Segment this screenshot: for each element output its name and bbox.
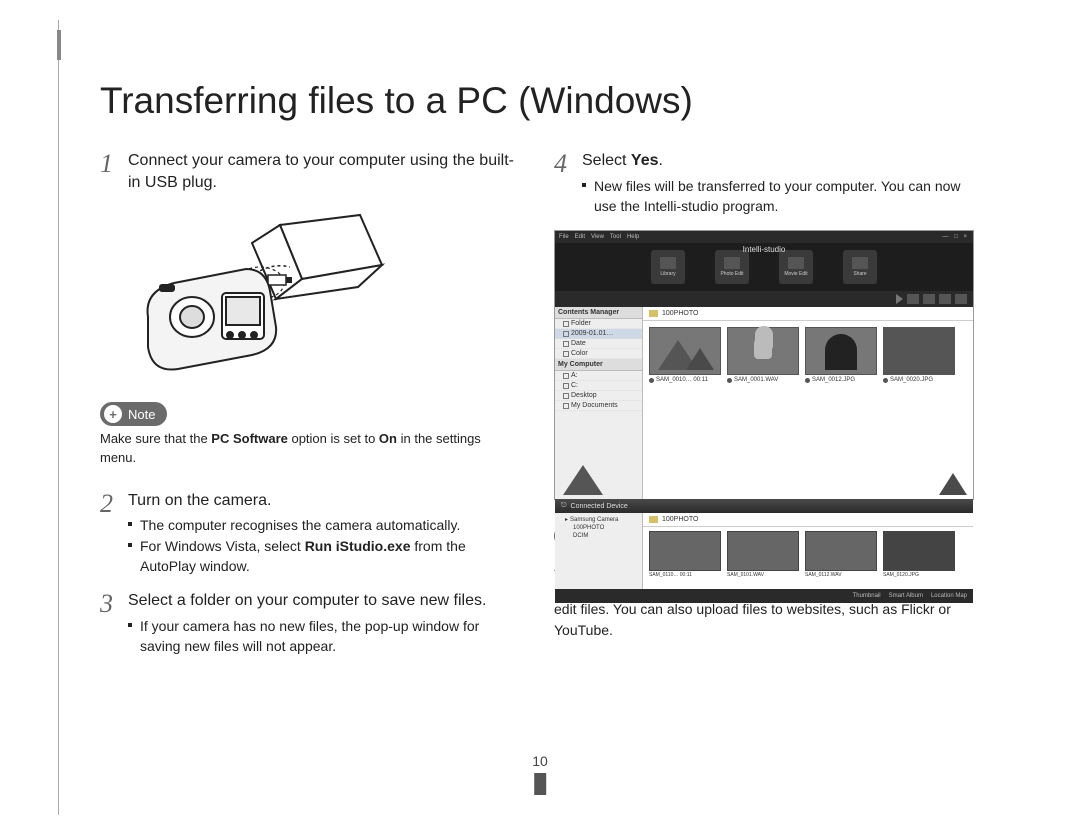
app-title: Intelli-studio — [743, 245, 786, 254]
step-bullet: If your camera has no new files, the pop… — [128, 616, 520, 657]
page-number: 10 — [532, 753, 548, 795]
step-number: 2 — [100, 490, 128, 576]
t: Make sure that the — [100, 431, 211, 446]
thumbnail[interactable]: SAM_0101.WAV — [727, 531, 799, 585]
plus-icon: + — [104, 405, 122, 423]
sidebar-item[interactable]: 2009-01.01… — [555, 329, 642, 339]
t: 100PHOTO — [662, 516, 698, 523]
mode-button[interactable]: Movie Edit — [779, 250, 813, 284]
sidebar-item[interactable]: My Documents — [555, 401, 642, 411]
t: On — [379, 431, 397, 446]
step-4: 4 Select Yes. New files will be transfer… — [554, 150, 974, 216]
t: PC Software — [211, 431, 288, 446]
thumbnail[interactable]: SAM_0010… 00:11 — [649, 327, 721, 383]
mode-button[interactable]: Library — [651, 250, 685, 284]
ss-menubar: File Edit View Tool Help — □ × — [555, 231, 973, 243]
intelli-studio-screenshot: File Edit View Tool Help — □ × Intelli-s… — [554, 230, 974, 500]
step-text: Select a folder on your computer to save… — [128, 590, 520, 612]
sidebar-item[interactable]: A: — [555, 371, 642, 381]
ss-status-bar: Thumbnail Smart Album Location Map — [555, 589, 973, 603]
sidebar-item[interactable]: Date — [555, 339, 642, 349]
toolbar-button[interactable] — [955, 294, 967, 304]
note-badge: + Note — [100, 402, 167, 426]
t: Connected Device — [571, 503, 628, 510]
sidebar-item[interactable]: 100PHOTO — [557, 524, 640, 532]
sidebar-header: My Computer — [555, 359, 642, 371]
thumbnail[interactable]: SAM_0012.JPG — [805, 327, 877, 383]
thumbnail[interactable]: SAM_0020.JPG — [883, 327, 955, 383]
t: . — [659, 152, 663, 169]
step-2: 2 Turn on the camera. The computer recog… — [100, 490, 520, 576]
sidebar-header: Contents Manager — [555, 307, 642, 319]
left-column: 1 Connect your camera to your computer u… — [100, 150, 520, 671]
page: Transferring files to a PC (Windows) 1 C… — [0, 0, 1080, 835]
ss-sidebar-2: ▸Samsung Camera 100PHOTO DCIM — [555, 513, 643, 589]
content: Transferring files to a PC (Windows) 1 C… — [100, 80, 980, 775]
mic-icon — [755, 326, 773, 350]
thumbnail[interactable]: SAM_0120.JPG — [883, 531, 955, 585]
step-number: 3 — [100, 590, 128, 656]
menu-item[interactable]: Help — [627, 234, 639, 240]
step-text: Turn on the camera. — [128, 490, 520, 512]
t: Photo Edit — [720, 271, 743, 277]
columns: 1 Connect your camera to your computer u… — [100, 150, 980, 671]
mode-button[interactable]: Share — [843, 250, 877, 284]
note-label: Note — [128, 407, 155, 422]
t: Run iStudio.exe — [305, 538, 411, 554]
right-column: 4 Select Yes. New files will be transfer… — [554, 150, 974, 671]
window-buttons[interactable]: — □ × — [943, 234, 969, 240]
menu-item[interactable]: View — [591, 234, 604, 240]
t: Library — [660, 271, 675, 277]
play-icon[interactable] — [896, 294, 903, 304]
camera-laptop-illustration — [130, 207, 390, 382]
mode-button[interactable]: Photo Edit — [715, 250, 749, 284]
menu-item[interactable]: Edit — [575, 234, 585, 240]
status-item[interactable]: Location Map — [931, 593, 967, 599]
status-item[interactable]: Smart Album — [889, 593, 923, 599]
t: Share — [853, 271, 866, 277]
left-rule — [58, 20, 59, 815]
ss-section-header: ⎋Connected Device — [555, 499, 973, 513]
step-number: 1 — [100, 150, 128, 193]
menu-item[interactable]: File — [559, 234, 569, 240]
step-bullet: For Windows Vista, select Run iStudio.ex… — [128, 536, 520, 577]
step-number: 4 — [554, 150, 582, 216]
thumbnail[interactable]: SAM_0112.WAV — [805, 531, 877, 585]
step-bullet: The computer recognises the camera autom… — [128, 515, 520, 535]
step-bullet: New files will be transferred to your co… — [582, 176, 974, 217]
ss-thumbnail-grid: SAM_0010… 00:11 SAM_0001.WAV SAM_0012.JP… — [643, 321, 973, 499]
sidebar-item[interactable]: C: — [555, 381, 642, 391]
sidebar-item[interactable]: ▸Samsung Camera — [557, 515, 640, 524]
ss-mode-bar: Intelli-studio Library Photo Edit Movie … — [555, 243, 973, 291]
ss-breadcrumb: 100PHOTO — [643, 307, 973, 321]
toolbar-button[interactable] — [907, 294, 919, 304]
note-1-text: Make sure that the PC Software option is… — [100, 430, 520, 468]
t: For Windows Vista, select — [140, 538, 305, 554]
ss-thumbnail-grid: SAM_0110… 00:11 SAM_0101.WAV SAM_0112.WA… — [643, 527, 973, 589]
sidebar-item[interactable]: Color — [555, 349, 642, 359]
step-text: Connect your camera to your computer usi… — [128, 150, 520, 193]
folder-icon — [649, 310, 658, 317]
status-item[interactable]: Thumbnail — [853, 593, 881, 599]
sidebar-item[interactable]: DCIM — [557, 532, 640, 540]
ss-breadcrumb: 100PHOTO — [643, 513, 973, 527]
t: Yes — [631, 152, 659, 169]
t: Movie Edit — [784, 271, 807, 277]
step-1: 1 Connect your camera to your computer u… — [100, 150, 520, 193]
page-title: Transferring files to a PC (Windows) — [100, 80, 980, 122]
sidebar-item[interactable]: Desktop — [555, 391, 642, 401]
t: Select — [582, 152, 631, 169]
toolbar-button[interactable] — [923, 294, 935, 304]
ss-toolbar — [555, 291, 973, 307]
sidebar-item[interactable]: Folder — [555, 319, 642, 329]
thumbnail[interactable]: SAM_0110… 00:11 — [649, 531, 721, 585]
menu-item[interactable]: Tool — [610, 234, 621, 240]
toolbar-button[interactable] — [939, 294, 951, 304]
folder-icon — [649, 516, 658, 523]
t: option is set to — [288, 431, 379, 446]
step-text: Select Yes. — [582, 150, 974, 172]
t: 100PHOTO — [662, 310, 698, 317]
step-3: 3 Select a folder on your computer to sa… — [100, 590, 520, 656]
